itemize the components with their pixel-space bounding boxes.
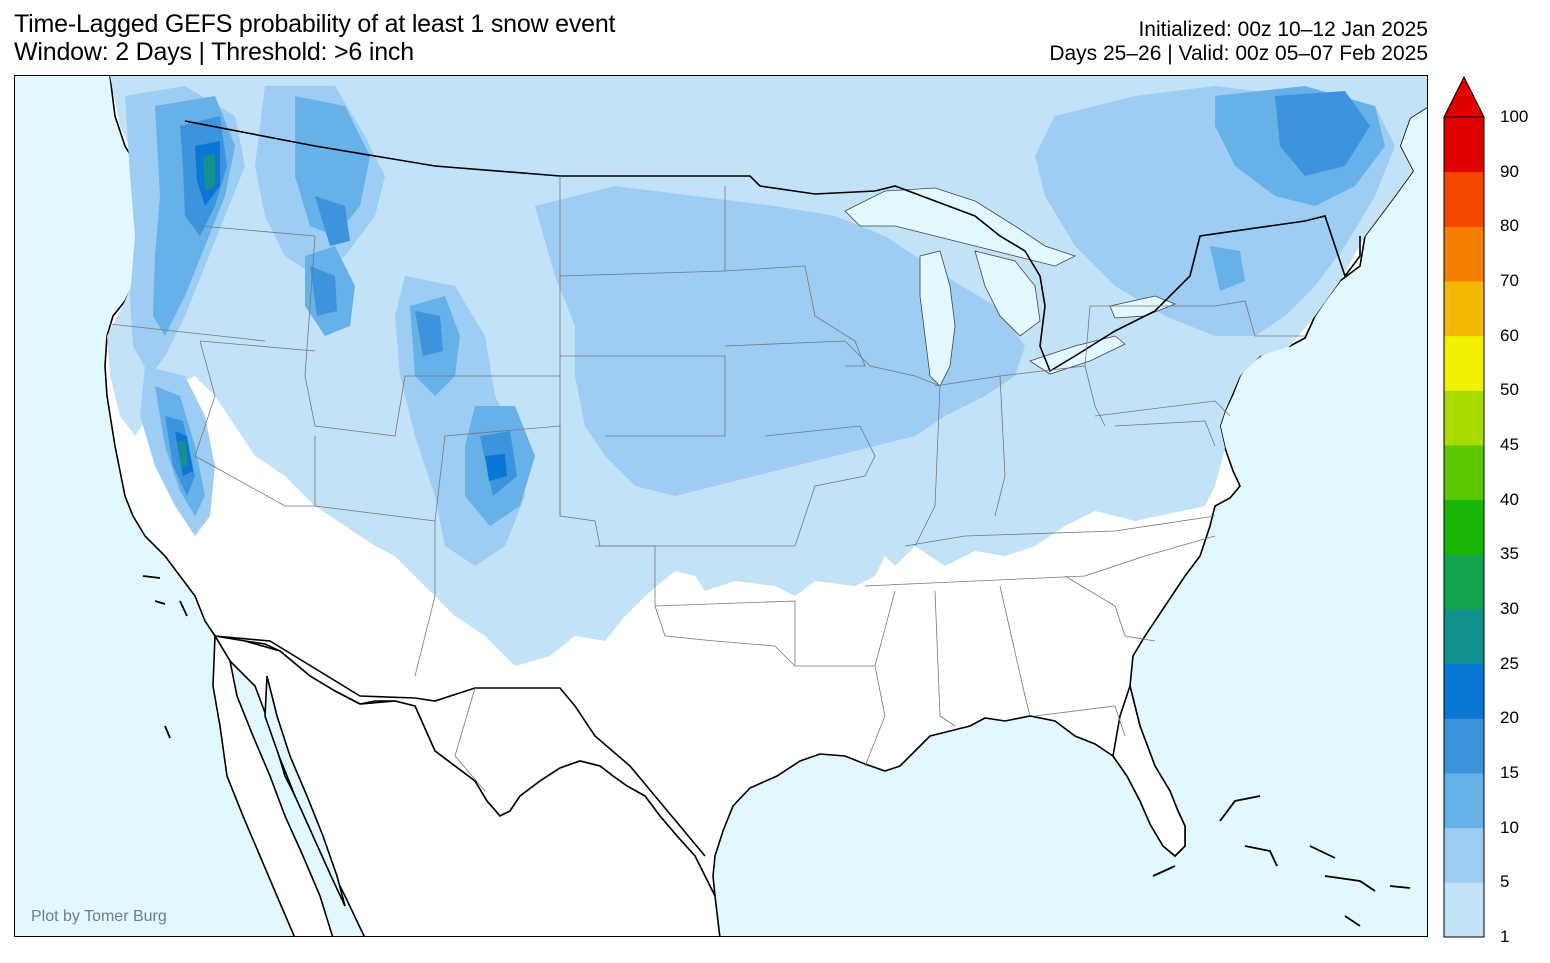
pacific-islands [142,575,188,739]
initialized-text: Initialized: 00z 10–12 Jan 2025 [1138,18,1428,41]
map-panel: Plot by Tomer Burg [14,75,1428,937]
colorbar-band [1444,171,1484,227]
colorbar-tick-label: 80 [1500,216,1519,236]
valid-text: Days 25–26 | Valid: 00z 05–07 Feb 2025 [1049,42,1428,65]
colorbar-band [1444,390,1484,446]
land-florida [1112,683,1186,858]
lake-michigan [919,250,956,387]
colorbar-band [1444,281,1484,337]
plot-credit: Plot by Tomer Burg [31,908,167,925]
colorbar-tick-label: 10 [1500,817,1519,837]
map-subtitle: Window: 2 Days | Threshold: >6 inch [14,38,414,66]
colorbar-band [1444,554,1484,610]
land-baja [212,633,334,936]
state-boundaries [109,176,1305,792]
lake-ontario [1109,295,1177,319]
colorbar-tick-label: 1 [1500,927,1510,946]
title-block: Time-Lagged GEFS probability of at least… [14,10,615,66]
colorbar-tick-label: 60 [1500,325,1519,345]
colorbar-tick-label: 90 [1500,161,1519,181]
colorbar-band [1444,718,1484,774]
colorbar-bands [1444,117,1484,938]
colorbar-band [1444,827,1484,883]
us-mexico-border [214,635,706,857]
colorbar-band [1444,663,1484,719]
colorbar-outline [1443,116,1485,938]
us-canada-border [184,120,1361,373]
gulf-of-california [264,675,346,907]
meta-block: Initialized: 00z 10–12 Jan 2025 Days 25–… [1049,18,1428,66]
colorbar-band [1444,773,1484,829]
colorbar-tick-label: 5 [1500,872,1510,892]
colorbar-band [1444,226,1484,282]
colorbar-extend-arrow [1443,75,1485,118]
colorbar-tick-label: 35 [1500,544,1519,564]
map-title: Time-Lagged GEFS probability of at least… [14,10,616,38]
colorbar-band [1444,499,1484,555]
colorbar-tick-label: 30 [1500,599,1519,618]
colorbar-band [1444,445,1484,501]
colorbar-tick-label: 70 [1500,271,1519,290]
lake-huron [974,250,1041,337]
snow-probability-shading [107,76,1427,666]
colorbar-tick-label: 45 [1500,435,1519,454]
colorbar-tick-label: 40 [1500,489,1519,509]
colorbar [1443,75,1485,938]
colorbar-band [1444,609,1484,665]
colorbar-tick-label: 50 [1500,380,1519,400]
colorbar-band [1444,335,1484,391]
colorbar-tick-label: 20 [1500,708,1519,728]
colorbar-band [1444,117,1484,173]
colorbar-tick-label: 15 [1500,763,1519,782]
colorbar-tick-label: 100 [1500,107,1529,126]
colorbar-band [1444,882,1484,938]
caribbean-islands [1152,795,1411,927]
colorbar-tick-label: 25 [1500,653,1519,673]
map-svg [104,76,1427,936]
